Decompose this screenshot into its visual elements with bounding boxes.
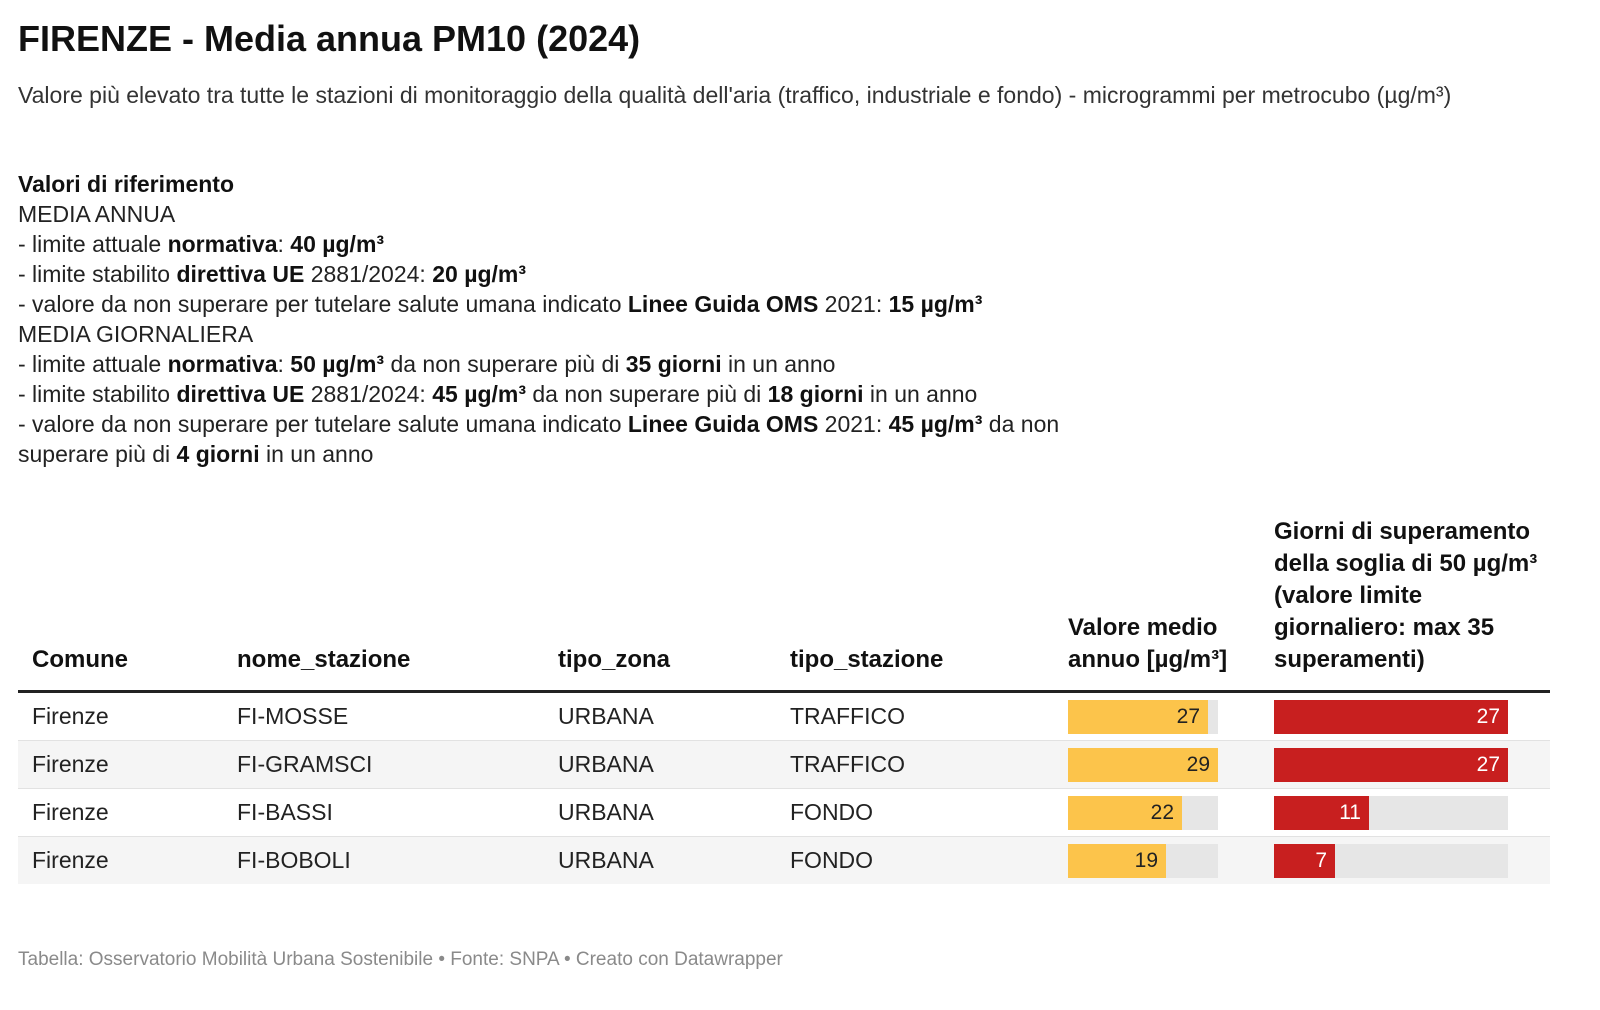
valore-medio-cell: 29 xyxy=(1068,740,1274,789)
cell-nome-stazione: FI-GRAMSCI xyxy=(223,740,544,789)
annual-heading: MEDIA ANNUA xyxy=(18,201,176,227)
table-row: Firenze FI-BASSI URBANA FONDO 22 11 xyxy=(18,788,1550,837)
valore-medio-track: 29 xyxy=(1068,747,1218,782)
stations-table: Comune nome_stazione tipo_zona tipo_staz… xyxy=(18,516,1550,884)
daily-limit-line: - limite stabilito direttiva UE 2881/202… xyxy=(18,381,978,407)
cell-comune: Firenze xyxy=(18,691,223,741)
column-header-nome-stazione[interactable]: nome_stazione xyxy=(223,516,544,693)
giorni-superamento-bar: 11 xyxy=(1274,795,1369,830)
valore-medio-bar: 19 xyxy=(1068,843,1166,878)
daily-heading: MEDIA GIORNALIERA xyxy=(18,321,254,347)
cell-comune: Firenze xyxy=(18,740,223,789)
giorni-superamento-bar: 27 xyxy=(1274,699,1508,734)
giorni-superamento-bar: 27 xyxy=(1274,747,1508,782)
giorni-superamento-cell: 7 xyxy=(1274,836,1550,884)
reference-values-notes: Valori di riferimento MEDIA ANNUA - limi… xyxy=(18,169,1078,469)
cell-tipo-stazione: TRAFFICO xyxy=(776,740,1068,789)
valore-medio-track: 22 xyxy=(1068,795,1218,830)
valore-medio-track: 27 xyxy=(1068,699,1218,734)
cell-tipo-stazione: TRAFFICO xyxy=(776,691,1068,741)
giorni-superamento-track: 27 xyxy=(1274,747,1508,782)
valore-medio-bar: 27 xyxy=(1068,699,1208,734)
table-row: Firenze FI-MOSSE URBANA TRAFFICO 27 27 xyxy=(18,691,1550,741)
daily-limit-line: - valore da non superare per tutelare sa… xyxy=(18,411,1060,467)
giorni-superamento-cell: 27 xyxy=(1274,740,1550,789)
cell-nome-stazione: FI-BASSI xyxy=(223,788,544,837)
chart-subtitle: Valore più elevato tra tutte le stazioni… xyxy=(18,82,1452,108)
giorni-superamento-cell: 11 xyxy=(1274,788,1550,837)
giorni-superamento-cell: 27 xyxy=(1274,691,1550,741)
cell-tipo-zona: URBANA xyxy=(544,836,776,884)
cell-tipo-zona: URBANA xyxy=(544,740,776,789)
valore-medio-track: 19 xyxy=(1068,843,1218,878)
cell-tipo-zona: URBANA xyxy=(544,788,776,837)
chart-page: FIRENZE - Media annua PM10 (2024) Valore… xyxy=(18,18,1550,970)
annual-limits-list: - limite attuale normativa: 40 µg/m³ - li… xyxy=(18,229,1078,319)
giorni-superamento-bar: 7 xyxy=(1274,843,1335,878)
annual-limit-line: - limite stabilito direttiva UE 2881/202… xyxy=(18,261,526,287)
daily-limits-list: - limite attuale normativa: 50 µg/m³ da … xyxy=(18,349,1078,469)
table-body: Firenze FI-MOSSE URBANA TRAFFICO 27 27 Firenze… xyxy=(18,691,1550,884)
column-header-comune[interactable]: Comune xyxy=(18,516,223,693)
table-header-row: Comune nome_stazione tipo_zona tipo_staz… xyxy=(18,516,1550,693)
cell-tipo-zona: URBANA xyxy=(544,691,776,741)
column-header-giorni-superamento[interactable]: Giorni di superamento della soglia di 50… xyxy=(1274,516,1550,693)
giorni-superamento-track: 7 xyxy=(1274,843,1508,878)
notes-heading: Valori di riferimento xyxy=(18,171,234,197)
column-header-tipo-zona[interactable]: tipo_zona xyxy=(544,516,776,693)
table-row: Firenze FI-BOBOLI URBANA FONDO 19 7 xyxy=(18,836,1550,884)
table-row: Firenze FI-GRAMSCI URBANA TRAFFICO 29 27 xyxy=(18,740,1550,789)
cell-comune: Firenze xyxy=(18,836,223,884)
column-header-valore-medio[interactable]: Valore medio annuo [µg/m³] xyxy=(1068,516,1274,693)
column-header-tipo-stazione[interactable]: tipo_stazione xyxy=(776,516,1068,693)
valore-medio-cell: 19 xyxy=(1068,836,1274,884)
cell-tipo-stazione: FONDO xyxy=(776,788,1068,837)
cell-tipo-stazione: FONDO xyxy=(776,836,1068,884)
chart-title: FIRENZE - Media annua PM10 (2024) xyxy=(18,18,641,59)
valore-medio-cell: 22 xyxy=(1068,788,1274,837)
cell-nome-stazione: FI-MOSSE xyxy=(223,691,544,741)
valore-medio-bar: 29 xyxy=(1068,747,1218,782)
annual-limit-line: - valore da non superare per tutelare sa… xyxy=(18,291,983,317)
annual-limit-line: - limite attuale normativa: 40 µg/m³ xyxy=(18,231,385,257)
chart-footer: Tabella: Osservatorio Mobilità Urbana So… xyxy=(18,949,783,970)
giorni-superamento-track: 27 xyxy=(1274,699,1508,734)
valore-medio-bar: 22 xyxy=(1068,795,1182,830)
daily-limit-line: - limite attuale normativa: 50 µg/m³ da … xyxy=(18,351,836,377)
giorni-superamento-track: 11 xyxy=(1274,795,1508,830)
cell-nome-stazione: FI-BOBOLI xyxy=(223,836,544,884)
valore-medio-cell: 27 xyxy=(1068,691,1274,741)
cell-comune: Firenze xyxy=(18,788,223,837)
